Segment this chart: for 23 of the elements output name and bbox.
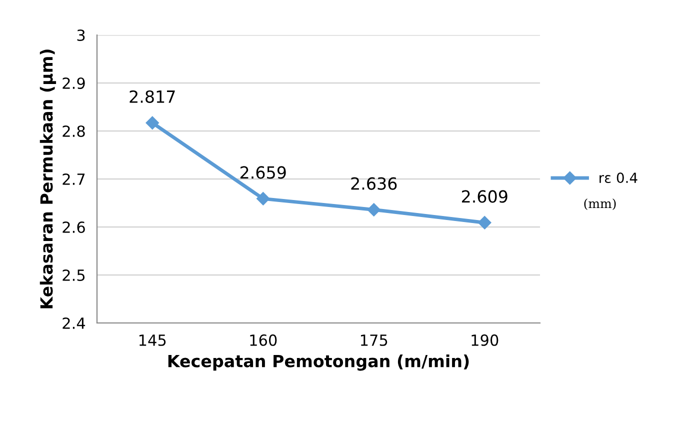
x-axis-title: Kecepatan Pemotongan (m/min)	[168, 354, 469, 371]
data-label: 2.609	[462, 190, 508, 203]
data-label: 2.659	[240, 166, 286, 179]
x-tick-label: 190	[472, 334, 498, 346]
text: (mm)	[584, 198, 616, 210]
data-label: 2.636	[351, 177, 397, 190]
point	[146, 116, 159, 130]
y-tick-label: 2.8	[62, 125, 85, 138]
y-tick-label: 3	[77, 29, 85, 42]
y-axis-title: Kekasaran Permukaan (µm)	[40, 50, 56, 308]
y-tick-label: 2.9	[62, 77, 85, 90]
point	[256, 192, 270, 206]
legend-label: rε 0.4	[600, 172, 638, 184]
x-tick-label: 145	[139, 334, 166, 346]
x-tick-label: 160	[250, 334, 277, 346]
point	[367, 203, 380, 216]
point	[478, 216, 492, 230]
data-label: 2.817	[130, 90, 175, 103]
y-tick-label: 2.4	[62, 317, 86, 329]
x-tick-label: 175	[360, 334, 388, 346]
y-tick-label: 2.6	[62, 221, 85, 234]
y-tick-label: 2.5	[62, 269, 85, 282]
y-tick-label: 2.7	[62, 173, 85, 185]
